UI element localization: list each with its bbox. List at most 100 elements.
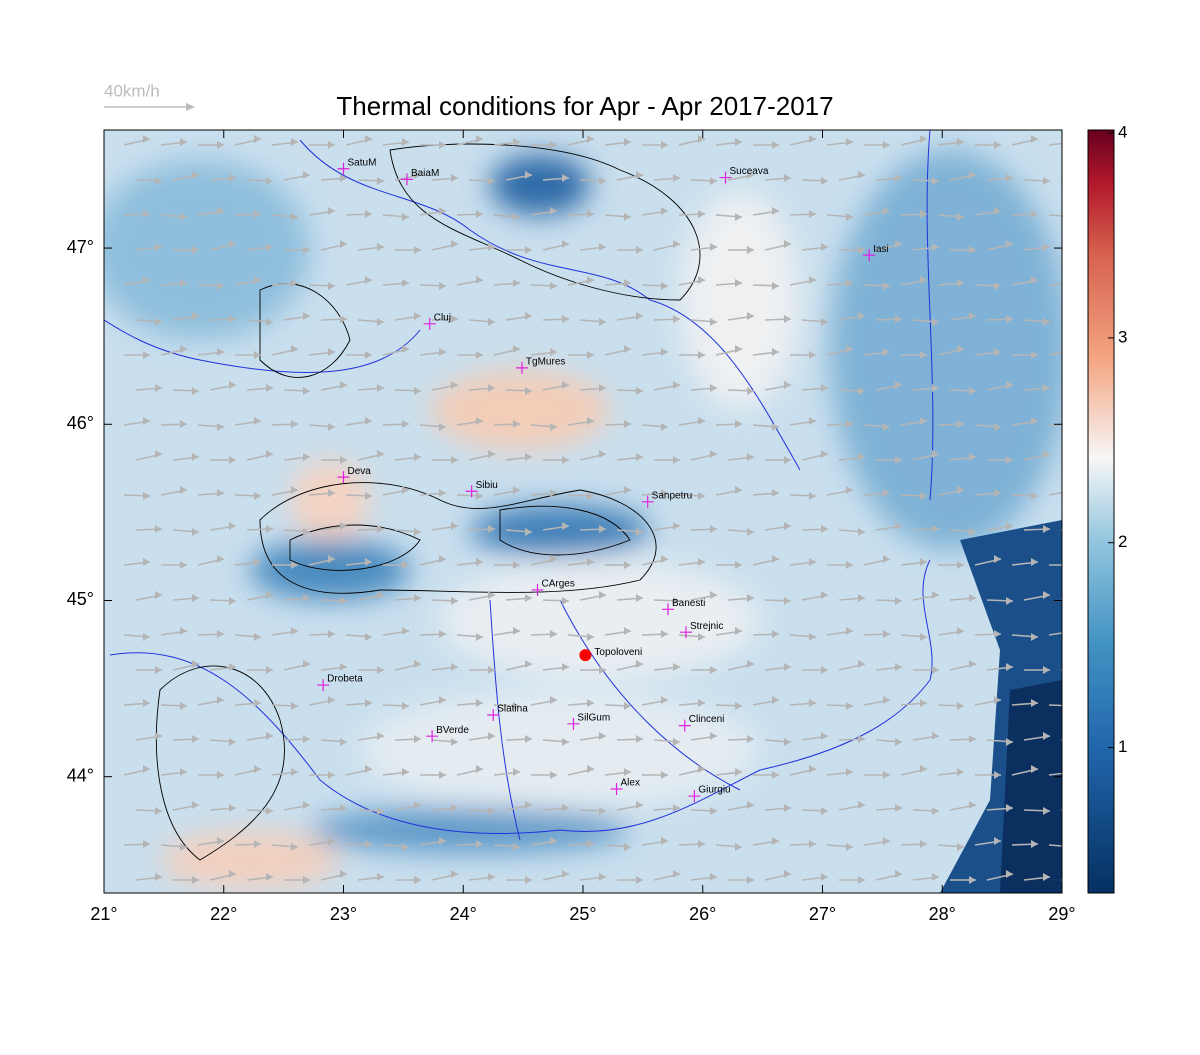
wind-arrowhead [858,735,865,743]
wind-arrowhead [846,213,853,221]
wind-arrow [1048,351,1062,356]
wind-arrowhead [957,486,964,494]
wind-arrowhead [710,732,717,740]
wind-arrowhead [710,177,717,185]
wind-arrowhead [883,282,890,290]
wind-arrowhead [599,177,606,185]
wind-arrowhead [414,735,421,743]
wind-arrowhead [846,345,853,353]
wind-arrowhead [809,417,816,425]
wind-arrowhead [513,279,520,287]
wind-arrowhead [895,597,902,605]
wind-arrowhead [747,312,754,320]
wind-arrowhead [303,735,310,743]
wind-arrowhead [562,597,569,605]
wind-arrowhead [661,282,668,290]
wind-arrowhead [513,138,520,146]
city-label: SatuM [348,157,377,168]
wind-arrowhead [895,738,902,746]
city-marker [515,361,528,374]
wind-arrowhead [624,843,631,851]
wind-arrowhead [698,492,705,500]
city-label: BVerde [436,725,469,736]
wind-arrowhead [661,555,668,563]
wind-arrowhead [254,351,261,359]
wind-arrowhead [735,768,742,776]
wind-arrowhead [698,840,705,848]
wind-arrowhead [710,525,717,533]
wind-arrowhead [192,171,199,179]
wind-arrowhead [920,558,927,566]
wind-arrowhead [1031,558,1038,566]
wind-arrowhead [624,561,631,569]
wind-arrowhead [377,384,384,392]
wind-arrowhead [1068,561,1075,569]
wind-arrowhead [143,210,150,218]
wind-arrowhead [365,210,372,218]
x-tick-label: 24° [450,904,477,924]
city-label: BaiaM [411,168,439,179]
wind-arrowhead [957,561,964,569]
wind-arrowhead [1068,627,1075,635]
wind-arrowhead [772,555,779,563]
wind-arrowhead [599,384,606,392]
wind-arrowhead [920,351,927,359]
wind-arrowhead [266,450,273,458]
wind-arrowhead [488,807,495,815]
wind-arrowhead [439,771,446,779]
wind-arrowhead [377,873,384,881]
wind-arrowhead [747,801,754,809]
wind-arrowhead [624,345,631,353]
wind-arrowhead [661,141,668,149]
wind-arrowhead [809,210,816,218]
wind-arrowhead [217,348,224,356]
wind-arrowhead [303,171,310,179]
wind-arrowhead [969,246,976,254]
wind-arrowhead [550,141,557,149]
wind-arrowhead [599,243,606,251]
wind-arrowhead [957,702,964,710]
wind-arrowhead [587,210,594,218]
wind-arrowhead [735,420,742,428]
wind-arrowhead [747,660,754,668]
wind-arrowhead [513,843,520,851]
wind-arrowhead [624,768,631,776]
wind-arrowhead [377,318,384,326]
wind-arrowhead [377,525,384,533]
wind-arrowhead [1006,174,1013,182]
wind-arrowhead [451,663,458,671]
wind-arrowhead [994,207,1001,215]
wind-arrowhead [1068,138,1075,146]
wind-arrowhead [599,591,606,599]
wind-arrowhead [883,696,890,704]
wind-arrowhead [476,633,483,641]
wind-arrowhead [698,633,705,641]
wind-arrowhead [402,768,409,776]
wind-arrowhead [266,243,273,251]
wind-arrowhead [340,522,347,530]
wind-arrowhead [932,384,939,392]
wind-arrowhead [217,489,224,497]
wind-arrowhead [994,555,1001,563]
wind-arrowhead [476,210,483,218]
wind-arrowhead [772,837,779,845]
wind-arrowhead [402,627,409,635]
wind-arrowhead [414,660,421,668]
wind-arrowhead [957,420,964,428]
wind-arrowhead [673,804,680,812]
wind-arrowhead [784,315,791,323]
wind-arrowhead [476,840,483,848]
wind-arrowhead [784,240,791,248]
wind-arrow [1048,491,1062,496]
wind-arrowhead [328,555,335,563]
wind-arrowhead [809,765,816,773]
wind-arrowhead [451,597,458,605]
city-marker [688,790,701,803]
wind-arrowhead [895,456,902,464]
wind-legend-arrowhead [186,103,195,111]
wind-arrowhead [451,870,458,878]
colorbar [1087,129,1115,894]
wind-arrowhead [821,318,828,326]
wind-arrowhead [377,732,384,740]
wind-arrowhead [846,486,853,494]
